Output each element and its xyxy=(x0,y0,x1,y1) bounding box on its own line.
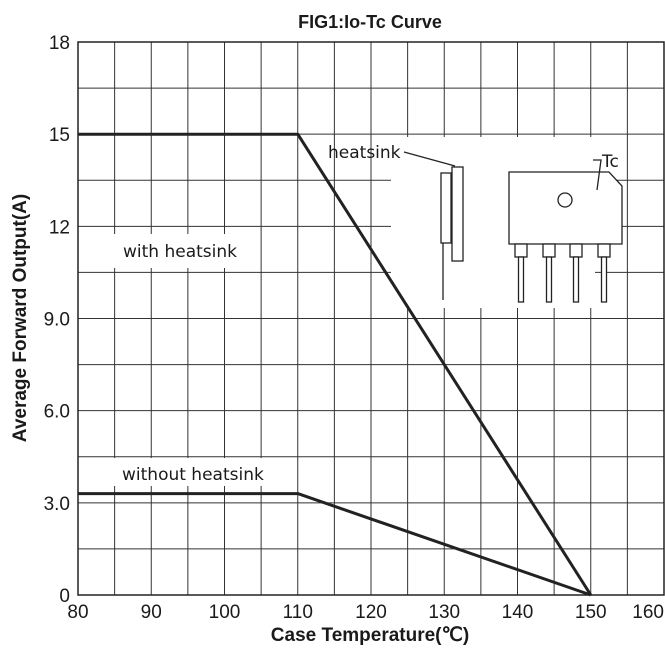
bridge-package-body xyxy=(508,171,623,245)
without-heatsink-label: without heatsink xyxy=(122,465,264,485)
tc-leader-line xyxy=(593,159,602,191)
curve-labels: with heatsink without heatsink xyxy=(112,234,276,486)
x-tick-label: 110 xyxy=(283,602,313,623)
chart-title: FIG1:Io-Tc Curve xyxy=(298,12,442,32)
x-tick-label: 80 xyxy=(67,602,88,623)
y-axis-title: Average Forward Output(A) xyxy=(10,194,31,442)
y-tick-label: 9.0 xyxy=(44,310,70,331)
x-tick-label: 120 xyxy=(355,602,387,623)
mounting-hole xyxy=(557,192,573,208)
series-line-with-heatsink xyxy=(78,132,593,596)
package-leads xyxy=(514,243,611,303)
y-tick-label: 12 xyxy=(49,217,70,238)
tick-labels: 80 90 100 110 120 130 140 150 160 0 3.0 6.0 9.0 12 15 1… xyxy=(44,33,664,623)
x-tick-label: 140 xyxy=(502,602,534,623)
heatsink-label: heatsink xyxy=(328,143,401,163)
series-line-without-heatsink xyxy=(78,492,592,597)
y-tick-label: 15 xyxy=(49,125,70,146)
y-tick-label: 0 xyxy=(59,586,70,607)
x-axis-title: Case Temperature(℃) xyxy=(271,625,469,646)
tc-label: Tc xyxy=(601,152,619,172)
package-drawing: heatsink Tc xyxy=(328,137,623,308)
series xyxy=(78,132,593,597)
y-tick-label: 18 xyxy=(49,33,70,54)
y-tick-label: 6.0 xyxy=(44,402,70,423)
grid xyxy=(77,41,665,596)
x-tick-label: 160 xyxy=(632,602,664,623)
x-tick-label: 150 xyxy=(575,602,607,623)
heatsink-plate xyxy=(451,166,464,262)
package-side xyxy=(440,172,452,244)
y-tick-label: 3.0 xyxy=(44,494,70,515)
heatsink-leader-line xyxy=(403,151,456,167)
with-heatsink-label: with heatsink xyxy=(123,242,237,262)
x-tick-label: 100 xyxy=(209,602,241,623)
plot-frame xyxy=(77,41,665,596)
x-tick-label: 90 xyxy=(141,602,162,623)
x-tick-label: 130 xyxy=(428,602,460,623)
